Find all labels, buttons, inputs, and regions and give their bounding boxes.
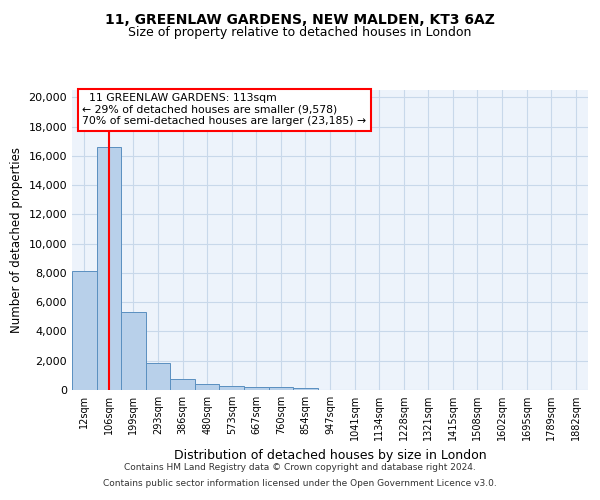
- Bar: [269, 388, 293, 390]
- Y-axis label: Number of detached properties: Number of detached properties: [10, 147, 23, 333]
- Bar: [146, 363, 170, 390]
- X-axis label: Distribution of detached houses by size in London: Distribution of detached houses by size …: [173, 448, 487, 462]
- Text: Size of property relative to detached houses in London: Size of property relative to detached ho…: [128, 26, 472, 39]
- Bar: [293, 388, 318, 390]
- Text: Contains HM Land Registry data © Crown copyright and database right 2024.: Contains HM Land Registry data © Crown c…: [124, 464, 476, 472]
- Text: Contains public sector information licensed under the Open Government Licence v3: Contains public sector information licen…: [103, 478, 497, 488]
- Bar: [72, 272, 97, 390]
- Bar: [121, 312, 146, 390]
- Text: 11, GREENLAW GARDENS, NEW MALDEN, KT3 6AZ: 11, GREENLAW GARDENS, NEW MALDEN, KT3 6A…: [105, 12, 495, 26]
- Bar: [244, 387, 269, 390]
- Bar: [170, 379, 195, 390]
- Bar: [220, 386, 244, 390]
- Bar: [97, 147, 121, 390]
- Bar: [195, 384, 220, 390]
- Text: 11 GREENLAW GARDENS: 113sqm  
← 29% of detached houses are smaller (9,578)
70% o: 11 GREENLAW GARDENS: 113sqm ← 29% of det…: [82, 93, 367, 126]
